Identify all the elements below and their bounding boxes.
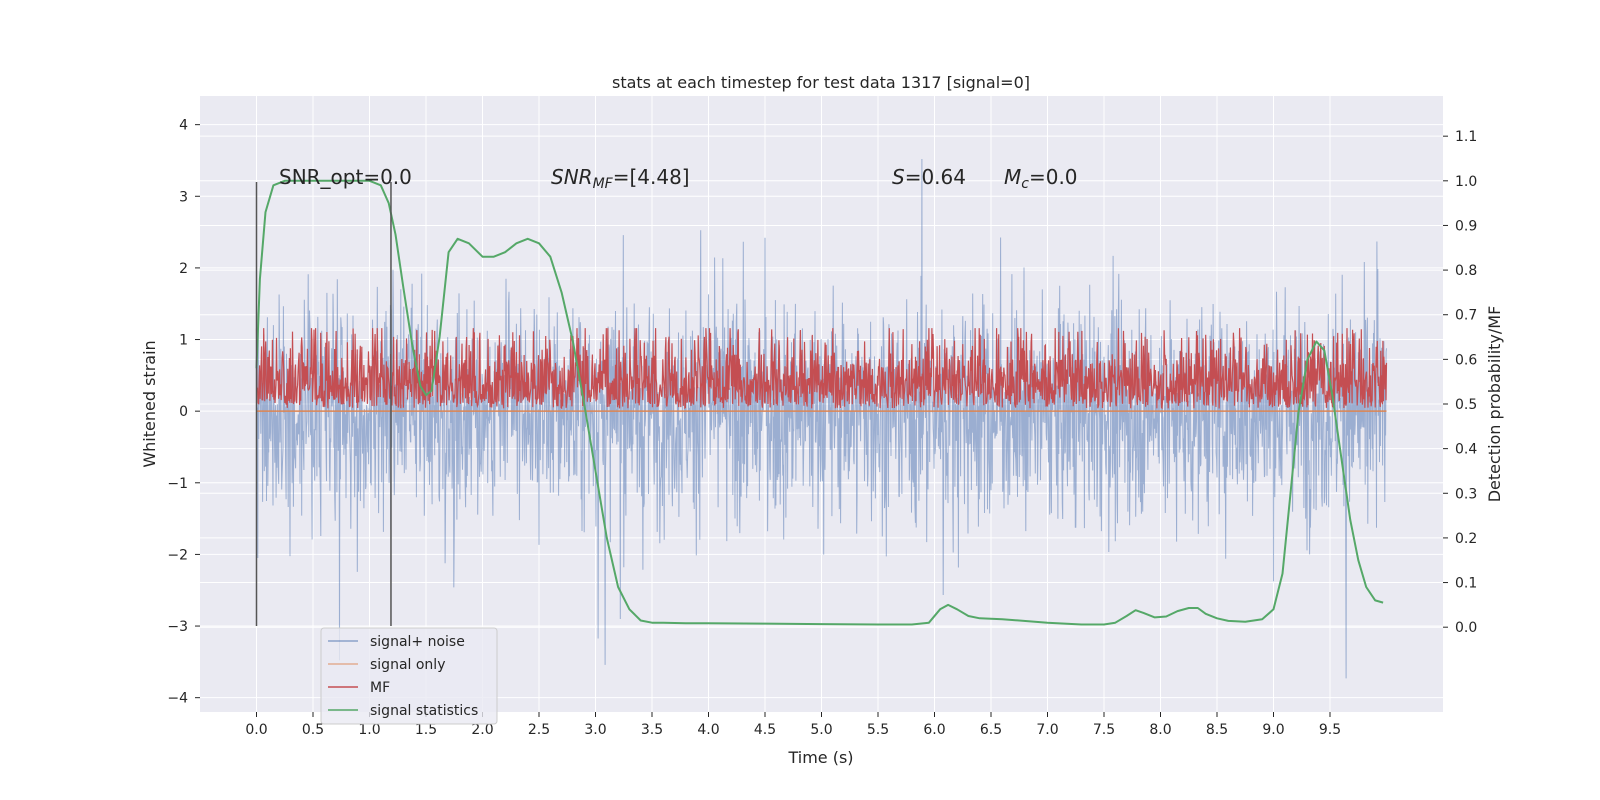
legend-box: [320, 627, 498, 725]
y-tick-label: −3: [167, 619, 188, 635]
x-tick-label: 8.0: [1149, 722, 1171, 738]
y2-tick-label: 0.7: [1455, 308, 1477, 324]
y2-axis-label: Detection probability/MF: [1485, 306, 1504, 503]
annotation-snr-opt: SNR_opt=0.0: [279, 165, 412, 189]
y2-tick-label: 1.0: [1455, 174, 1477, 190]
x-tick-label: 3.5: [641, 722, 663, 738]
series-signal-noise: [256, 158, 1387, 679]
y2-tick-label: 0.2: [1455, 531, 1477, 547]
legend-label-signal-noise: signal+ noise: [370, 634, 465, 650]
x-tick-label: 2.0: [471, 722, 493, 738]
annotation-snr-mf-subscript: MF: [593, 176, 614, 192]
annotation-mc-symbol: M: [1004, 165, 1021, 189]
y-tick-label: −1: [167, 476, 188, 492]
x-tick-label: 4.0: [697, 722, 719, 738]
y-axis-label: Whitened strain: [140, 340, 159, 467]
x-tick-label: 1.0: [358, 722, 380, 738]
y-tick-label: −4: [167, 691, 188, 707]
y-tick-label: 1: [179, 333, 188, 349]
x-axis-label: Time (s): [787, 748, 853, 767]
chart-title: stats at each timestep for test data 131…: [612, 73, 1030, 92]
series-signal-statistics: [255, 179, 1384, 626]
annotation-s: S=0.64: [892, 165, 966, 189]
x-tick-label: 9.0: [1262, 722, 1284, 738]
series-mf: [255, 328, 1388, 410]
x-tick-label: 9.5: [1319, 722, 1341, 738]
x-tick-label: 3.0: [584, 722, 606, 738]
series-layer: [255, 158, 1388, 679]
y2-tick-label: 0.3: [1455, 486, 1477, 502]
x-tick-label: 1.5: [415, 722, 437, 738]
y2-tick-label: 0.0: [1455, 620, 1477, 636]
y2-tick-label: 1.1: [1455, 129, 1477, 145]
legend-label-mf: MF: [370, 680, 390, 696]
x-tick-label: 8.5: [1206, 722, 1228, 738]
legend-label-signal-only: signal only: [370, 657, 445, 673]
y2-tick-label: 0.8: [1455, 263, 1477, 279]
legend-label-signal-statistics: signal statistics: [370, 703, 478, 719]
y2-tick-label: 0.9: [1455, 218, 1477, 234]
y2-tick-label: 0.5: [1455, 397, 1477, 413]
annotation-s-value: =0.64: [905, 165, 966, 189]
x-tick-label: 7.5: [1093, 722, 1115, 738]
y-tick-label: 4: [179, 118, 188, 134]
x-tick-label: 2.5: [528, 722, 550, 738]
x-tick-label: 0.5: [302, 722, 324, 738]
y-tick-label: 3: [179, 189, 188, 205]
annotation-mc-value: =0.0: [1029, 165, 1078, 189]
annotation-s-symbol: S: [892, 165, 905, 189]
legend: signal+ noise signal only MF signal stat…: [320, 627, 498, 725]
annotation-mc-subscript: c: [1021, 176, 1029, 192]
x-tick-label: 7.0: [1036, 722, 1058, 738]
annotation-snr-mf-value: =[4.48]: [613, 165, 690, 189]
grid: [200, 96, 1443, 712]
x-tick-label: 5.0: [810, 722, 832, 738]
x-tick-label: 6.5: [980, 722, 1002, 738]
y-tick-label: 0: [179, 404, 188, 420]
y2-tick-label: 0.6: [1455, 352, 1477, 368]
x-tick-label: 4.5: [754, 722, 776, 738]
y2-tick-label: 0.1: [1455, 576, 1477, 592]
annotation-snr-mf-symbol: SNR: [551, 165, 593, 189]
annotation-mc: Mc=0.0: [1004, 165, 1078, 192]
annotation-snr-mf: SNRMF=[4.48]: [551, 165, 690, 192]
y-tick-label: 2: [179, 261, 188, 277]
y-tick-label: −2: [167, 547, 188, 563]
axes: 0.0 0.5 1.0 1.5 2.0 2.5 3.0 3.5 4.0 4.5 5.0 5.5 6.0 6…: [167, 118, 1477, 738]
x-tick-label: 5.5: [867, 722, 889, 738]
x-tick-label: 6.0: [923, 722, 945, 738]
y2-tick-label: 0.4: [1455, 442, 1477, 458]
x-tick-label: 0.0: [245, 722, 267, 738]
